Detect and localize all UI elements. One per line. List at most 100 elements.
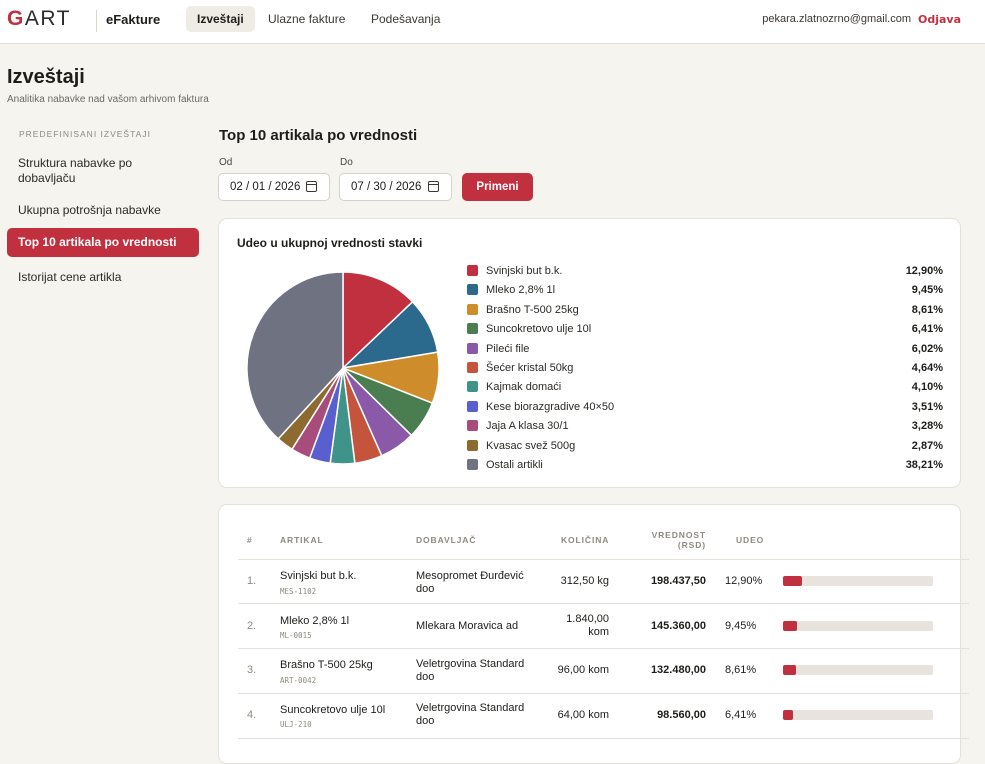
row-supplier: Mesopromet Đurđević doo xyxy=(416,570,524,596)
col-header-num: # xyxy=(247,535,253,545)
apply-button[interactable]: Primeni xyxy=(462,173,533,201)
legend-swatch xyxy=(467,342,478,354)
sidebar-item-istorijat-cene[interactable]: Istorijat cene artikla xyxy=(18,270,122,284)
row-code: ML-0015 xyxy=(280,631,312,640)
nav-ulazne-fakture[interactable]: Ulazne fakture xyxy=(268,12,346,26)
legend-value: 4,10% xyxy=(911,381,943,394)
row-share: 12,90% xyxy=(725,575,763,587)
col-header-value-line1: VREDNOST xyxy=(651,530,706,540)
row-divider xyxy=(238,693,969,694)
gart-logo[interactable]: GART xyxy=(7,7,71,31)
chart-card: Udeo u ukupnoj vrednosti stavki Svinjski… xyxy=(218,218,961,488)
report-title: Top 10 artikala po vrednosti xyxy=(219,127,418,144)
row-supplier: Mlekara Moravica ad xyxy=(416,620,518,633)
row-supplier-line1: Veletrgovina Standard xyxy=(416,658,525,670)
legend-item[interactable]: Suncokretovo ulje 10l 6,41% xyxy=(467,322,943,336)
legend-value: 3,51% xyxy=(911,400,943,413)
pie-slice-11[interactable] xyxy=(246,271,344,440)
legend-item[interactable]: Jaja A klasa 30/1 3,28% xyxy=(467,419,943,433)
legend-swatch xyxy=(467,420,478,432)
page-title: Izveštaji xyxy=(7,66,85,88)
to-date-input[interactable]: 07 / 30 / 2026 xyxy=(339,173,452,201)
legend-item[interactable]: Kajmak domaći 4,10% xyxy=(467,380,943,394)
row-num: 2. xyxy=(247,620,257,632)
col-header-value[interactable]: VREDNOST (RSD) xyxy=(651,530,706,550)
legend-value: 2,87% xyxy=(911,439,943,452)
col-header-value-line2: (RSD) xyxy=(677,540,706,550)
sidebar-item-struktura-nabavke[interactable]: Struktura nabavke po dobavljaču xyxy=(18,156,133,185)
row-code: ART-0042 xyxy=(280,676,317,685)
legend-item[interactable]: Ostali artikli 38,21% xyxy=(467,458,943,472)
table-header-divider xyxy=(238,559,969,560)
legend-label: Suncokretovo ulje 10l xyxy=(486,323,592,336)
share-bar xyxy=(783,576,933,586)
legend-item[interactable]: Brašno T-500 25kg 8,61% xyxy=(467,303,943,317)
logout-link[interactable]: Odjava xyxy=(917,13,961,26)
row-qty-line1: 1.840,00 xyxy=(566,613,609,625)
nav-podesavanja[interactable]: Podešavanja xyxy=(371,12,441,26)
legend-item[interactable]: Mleko 2,8% 1l 9,45% xyxy=(467,283,943,297)
share-bar xyxy=(783,710,933,720)
row-value: 132.480,00 xyxy=(650,664,706,676)
row-divider xyxy=(238,738,969,739)
legend-swatch xyxy=(467,400,478,412)
row-supplier-line1: Mesopromet Đurđević xyxy=(416,570,524,582)
row-value: 198.437,50 xyxy=(650,575,706,587)
logo-mark: G xyxy=(7,7,25,30)
table-card xyxy=(218,504,961,764)
row-supplier: Veletrgovina Standard doo xyxy=(416,702,524,728)
legend-label: Ostali artikli xyxy=(486,459,543,471)
col-header-supplier[interactable]: DOBAVLJAČ xyxy=(416,535,477,545)
row-qty: 96,00 kom xyxy=(557,664,609,676)
row-qty: 64,00 kom xyxy=(557,709,609,721)
row-share: 9,45% xyxy=(725,620,757,632)
sidebar-item-top-10-artikala[interactable]: Top 10 artikala po vrednosti xyxy=(7,228,199,257)
legend-label: Šećer kristal 50kg xyxy=(486,362,574,374)
row-supplier-line1: Mlekara Moravica ad xyxy=(416,620,519,632)
legend-item[interactable]: Kese biorazgradive 40×50 3,51% xyxy=(467,400,943,414)
sidebar-heading: PREDEFINISANI IZVEŠTAJI xyxy=(19,129,151,139)
row-article: Brašno T-500 25kg xyxy=(280,659,373,671)
row-article: Mleko 2,8% 1l xyxy=(280,615,350,627)
legend-swatch xyxy=(467,303,478,315)
legend-item[interactable]: Šećer kristal 50kg 4,64% xyxy=(467,361,943,375)
legend-label: Jaja A klasa 30/1 xyxy=(486,420,569,433)
col-header-share[interactable]: UDEO xyxy=(736,535,765,545)
to-date-value: 07 / 30 / 2026 xyxy=(351,181,422,193)
row-divider xyxy=(238,603,969,604)
row-qty-line2: kom xyxy=(588,626,609,638)
app-name: eFakture xyxy=(106,12,161,27)
legend-item[interactable]: Kvasac svež 500g 2,87% xyxy=(467,439,943,453)
row-qty: 312,50 kg xyxy=(560,575,609,587)
share-bar xyxy=(783,621,933,631)
row-supplier-line2: doo xyxy=(416,715,435,727)
row-article: Svinjski but b.k. xyxy=(280,570,357,582)
col-header-qty[interactable]: KOLIČINA xyxy=(561,535,610,545)
calendar-icon[interactable] xyxy=(428,181,439,192)
col-header-article[interactable]: ARTIKAL xyxy=(280,535,324,545)
row-article: Suncokretovo ulje 10l xyxy=(280,704,386,716)
from-label: Od xyxy=(219,157,233,168)
share-bar xyxy=(783,665,933,675)
sidebar-item-ukupna-potrosnja[interactable]: Ukupna potrošnja nabavke xyxy=(18,203,161,217)
legend-swatch xyxy=(467,323,478,335)
legend-label: Kvasac svež 500g xyxy=(486,439,576,452)
user-email: pekara.zlatnozrno@gmail.com xyxy=(762,13,911,25)
legend-value: 8,61% xyxy=(911,303,943,316)
legend-swatch xyxy=(467,362,478,373)
row-num: 4. xyxy=(247,709,257,721)
from-date-input[interactable]: 02 / 01 / 2026 xyxy=(218,173,330,201)
row-qty: 1.840,00 kom xyxy=(540,613,609,639)
row-divider xyxy=(238,648,969,649)
nav-izvestaji[interactable]: Izveštaji xyxy=(186,6,255,32)
legend-item[interactable]: Pileći file 6,02% xyxy=(467,342,943,356)
logo-text: ART xyxy=(24,7,71,30)
pie-chart xyxy=(246,271,440,465)
legend-item[interactable]: Svinjski but b.k. 12,90% xyxy=(467,264,943,278)
row-value: 98.560,00 xyxy=(657,709,706,721)
legend-swatch xyxy=(467,381,478,393)
calendar-icon[interactable] xyxy=(306,181,317,192)
pie-slice-1[interactable] xyxy=(342,271,414,370)
row-num: 3. xyxy=(247,664,257,676)
legend-value: 4,64% xyxy=(911,362,943,374)
